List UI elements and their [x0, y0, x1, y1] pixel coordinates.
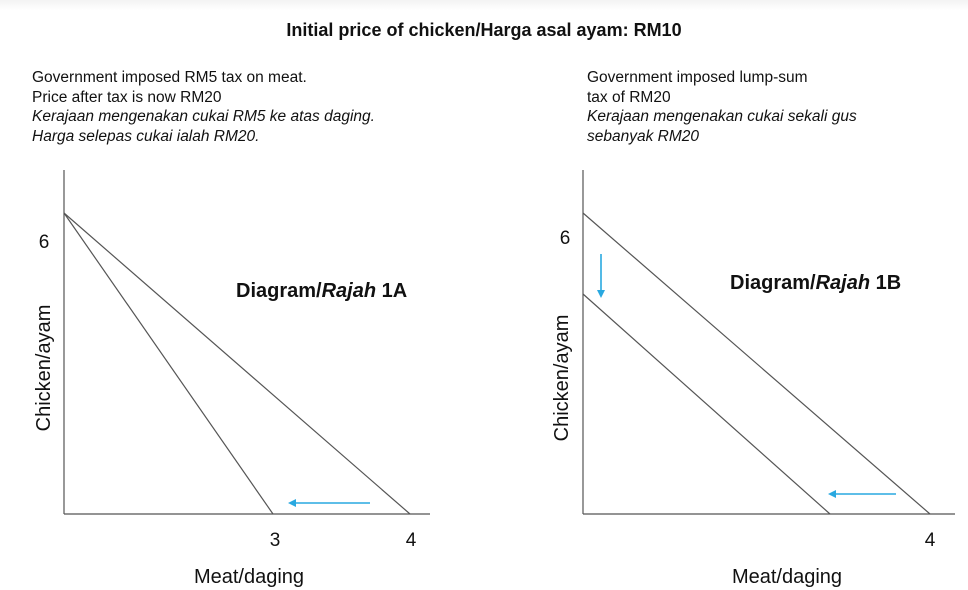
panel-a-budget-line-after-tax [63, 212, 274, 515]
panel-b-x-tick-4: 4 [925, 530, 936, 551]
panel-a-diagram-label: Diagram/Rajah 1A [236, 280, 407, 302]
panel-b-budget-line-before-tax [582, 212, 931, 515]
diagram-1b: 6 4 Meat/daging Chicken/ayam Diagram/Raj… [551, 170, 955, 588]
panel-a-diagram-italic: Rajah [322, 280, 376, 302]
panel-a-y-axis-label: Chicken/ayam [33, 305, 55, 432]
panel-a-diagram-word: Diagram/ [236, 280, 322, 302]
panel-b-desc-italic-1: Kerajaan mengenakan cukai sekali gus [587, 108, 857, 125]
panel-a-x-tick-3: 3 [270, 530, 281, 551]
panel-b-diagram-label: Diagram/Rajah 1B [730, 272, 901, 294]
panel-b-y-tick-6: 6 [560, 228, 571, 249]
panel-b-desc-line-2: tax of RM20 [587, 88, 671, 106]
panel-a-budget-line-before-tax [63, 212, 411, 515]
panel-a-desc-line-1: Government imposed RM5 tax on meat. [32, 69, 307, 86]
top-shadow [0, 0, 968, 10]
page-title: Initial price of chicken/Harga asal ayam… [286, 20, 682, 40]
panel-a-description: Government imposed RM5 tax on meat. Pric… [32, 68, 375, 146]
panel-b-diagram-id: 1B [870, 272, 901, 294]
panel-b-diagram-italic: Rajah [816, 272, 870, 294]
diagram-1a: 6 3 4 Meat/daging Chicken/ayam Diagram/R… [33, 170, 430, 588]
panel-b-y-axis-label: Chicken/ayam [551, 315, 573, 442]
panel-b-description: Government imposed lump-sum tax of RM20 … [587, 68, 857, 146]
panel-b-budget-line-after-tax [582, 293, 831, 515]
panel-a-x-axis-label: Meat/daging [194, 566, 304, 588]
panel-a-desc-italic-2: Harga selepas cukai ialah RM20. [32, 127, 260, 145]
panel-a-desc-line-2: Price after tax is now RM20 [32, 88, 222, 106]
panel-a-y-tick-6: 6 [39, 232, 50, 253]
panel-b-desc-line-1: Government imposed lump-sum [587, 69, 808, 86]
panel-b-x-axis-label: Meat/daging [732, 566, 842, 588]
panel-a-desc-italic-1: Kerajaan mengenakan cukai RM5 ke atas da… [32, 108, 375, 125]
panel-a-diagram-id: 1A [376, 280, 407, 302]
panel-b-diagram-word: Diagram/ [730, 272, 816, 294]
panel-b-desc-italic-2: sebanyak RM20 [587, 127, 700, 145]
panel-a-x-tick-4: 4 [406, 530, 417, 551]
